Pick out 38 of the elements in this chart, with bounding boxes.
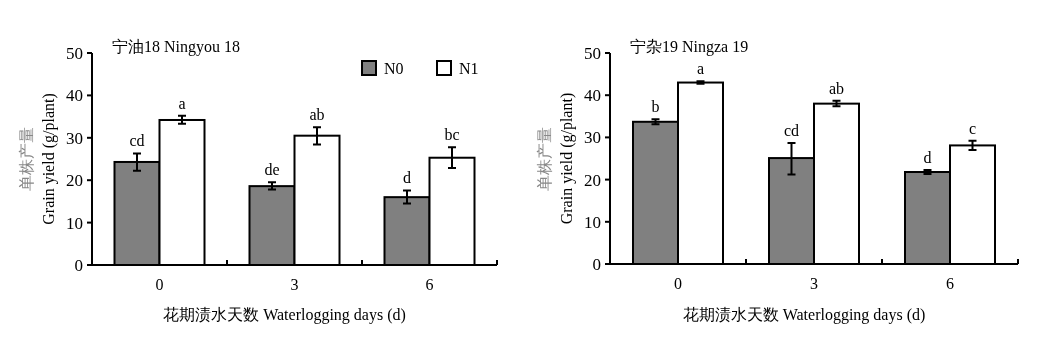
y-tick-label: 30 bbox=[584, 128, 601, 148]
annotation: cd bbox=[129, 132, 145, 150]
chart-title: 宁油18 Ningyou 18 bbox=[112, 38, 240, 56]
chart-title: 宁杂19 Ningza 19 bbox=[630, 38, 749, 56]
annotation: a bbox=[178, 94, 186, 112]
annotation: d bbox=[403, 169, 411, 187]
legend-label: N0 bbox=[384, 60, 404, 77]
annotation: ab bbox=[828, 79, 845, 97]
x-tick-label: 3 bbox=[810, 275, 818, 292]
y-tick-label: 30 bbox=[66, 128, 83, 148]
annotation: ab bbox=[309, 106, 325, 124]
x-tick-label: 6 bbox=[425, 276, 434, 293]
x-tick-label: 0 bbox=[674, 275, 682, 292]
annotation: c bbox=[968, 119, 977, 137]
x-axis-title: 花期渍水天数 Waterlogging days (d) bbox=[682, 306, 926, 324]
y-axis-title: 单株产量 Grain yield (g/plant) bbox=[18, 93, 58, 225]
annotation: bc bbox=[444, 126, 460, 144]
y-tick-label: 50 bbox=[66, 44, 83, 63]
y-tick-label: 40 bbox=[584, 86, 601, 106]
x-axis-title: 花期渍水天数 Waterlogging days (d) bbox=[163, 306, 406, 324]
y-tick-label: 10 bbox=[66, 213, 83, 233]
y-tick-label: 10 bbox=[584, 212, 601, 232]
y-tick-label: 0 bbox=[74, 256, 83, 275]
y-tick-label: 0 bbox=[592, 255, 601, 274]
annotation: b bbox=[651, 98, 660, 116]
y-axis-title: 单株产量 Grain yield (g/plant) bbox=[536, 92, 576, 225]
annotation: a bbox=[696, 60, 705, 78]
x-tick-label: 0 bbox=[155, 276, 164, 293]
x-tick-label: 6 bbox=[946, 275, 954, 292]
y-tick-label: 40 bbox=[66, 86, 83, 106]
y-tick-label: 20 bbox=[584, 170, 601, 190]
legend-label: N1 bbox=[459, 60, 479, 77]
annotation: cd bbox=[783, 121, 800, 139]
y-tick-label: 20 bbox=[66, 171, 83, 191]
x-tick-label: 3 bbox=[290, 276, 299, 293]
annotation: de bbox=[264, 161, 280, 179]
y-tick-label: 50 bbox=[584, 44, 601, 63]
annotation: d bbox=[923, 148, 932, 166]
